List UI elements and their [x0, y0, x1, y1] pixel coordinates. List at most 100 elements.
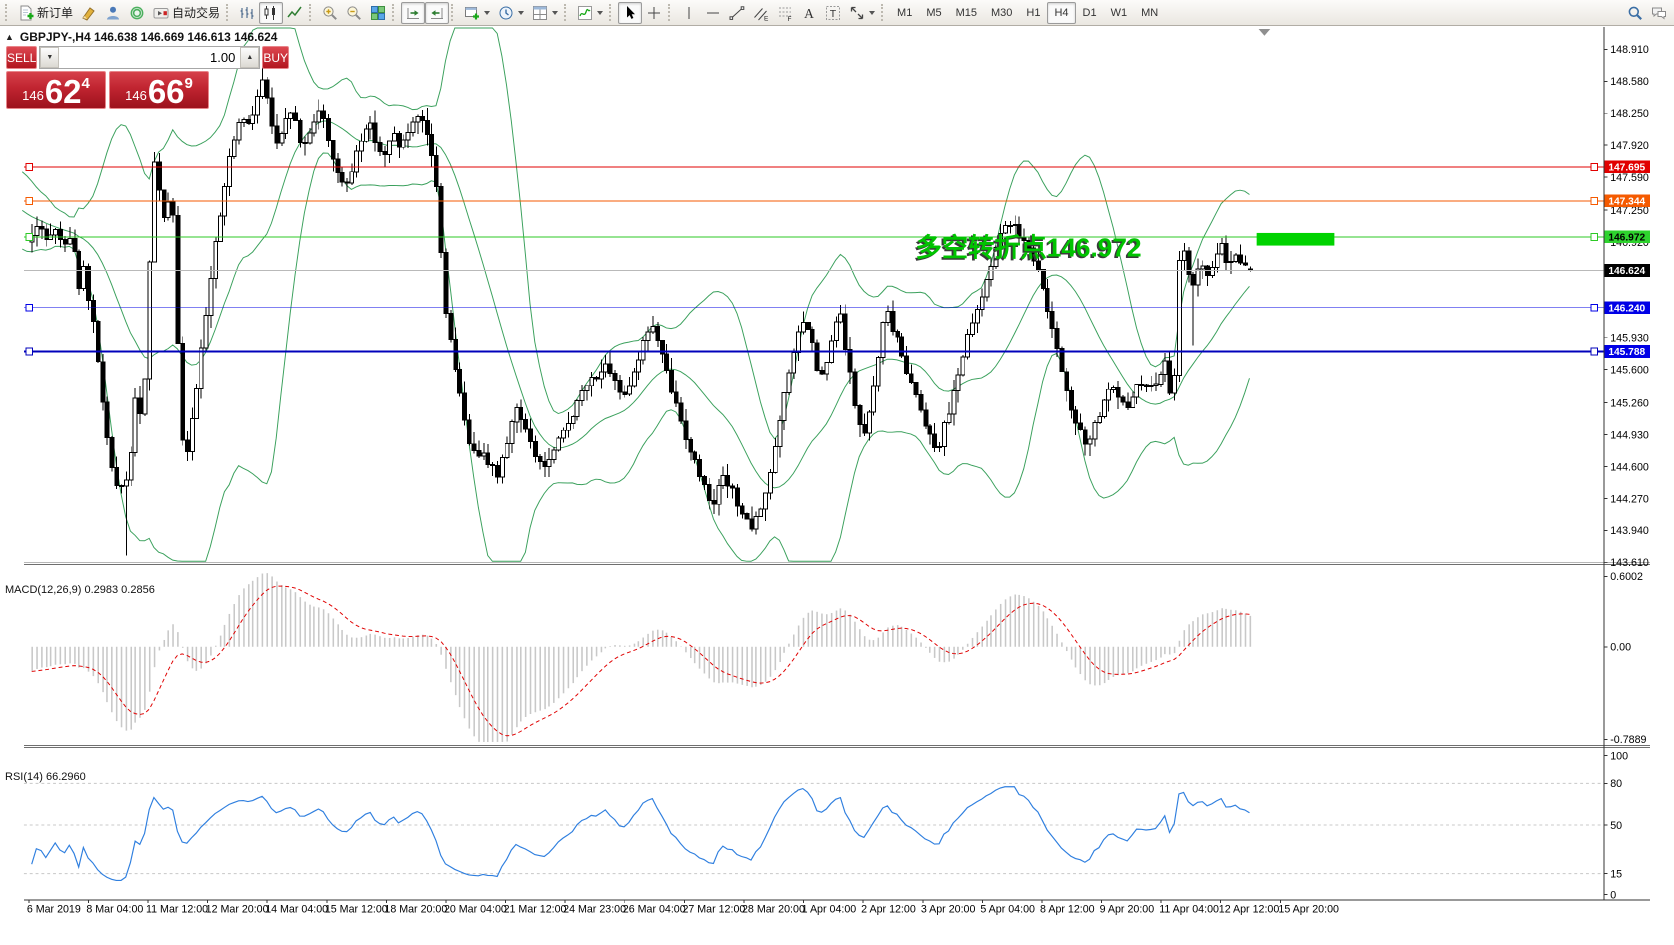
chat-icon: [1652, 7, 1666, 20]
zoom-in-button[interactable]: [318, 2, 342, 24]
hline-147.695[interactable]: [23, 163, 1604, 171]
candles-icon: [264, 5, 276, 20]
toolbar-grip: [451, 4, 456, 21]
equidistant-channel-button[interactable]: E: [749, 2, 773, 24]
timeframe-h1-button[interactable]: H1: [1026, 6, 1041, 19]
zoom-out-button[interactable]: [342, 2, 366, 24]
template-button[interactable]: [528, 2, 562, 24]
highlighter-tool-button[interactable]: [77, 2, 101, 24]
hline-146.972[interactable]: [23, 233, 1604, 241]
annotation-shadow: 多空转折点146.972: [914, 234, 1140, 264]
timeframe-m5-button[interactable]: M5: [926, 6, 942, 19]
bars-icon: [240, 6, 254, 19]
macd-histogram: [31, 573, 1252, 742]
cursor-icon: [627, 5, 636, 19]
cursor-button[interactable]: [618, 1, 643, 24]
timeframe-mn-button[interactable]: MN: [1141, 6, 1159, 19]
buy-button[interactable]: BUY: [262, 46, 290, 69]
buy-price-box[interactable]: 146 66 9: [109, 71, 209, 109]
volume-up-button[interactable]: ▲: [240, 47, 260, 68]
svg-text:50: 50: [1610, 820, 1622, 832]
svg-text:9 Apr 20:00: 9 Apr 20:00: [1100, 903, 1155, 915]
svg-text:F: F: [788, 15, 792, 20]
community-chat-button[interactable]: [1647, 2, 1671, 24]
tile-windows-button[interactable]: [366, 2, 390, 24]
new-order-button-label: 新订单: [37, 6, 74, 20]
period-selector-button[interactable]: [494, 2, 528, 24]
vertical-line-button[interactable]: [677, 2, 701, 24]
chart-shift-button[interactable]: [425, 1, 450, 24]
sell-price-box[interactable]: 146 62 4: [6, 71, 106, 109]
sell-price-point: 4: [81, 75, 90, 92]
price-axis[interactable]: 148.910 148.580 148.250 147.920 147.590 147.2…: [1603, 44, 1649, 901]
svg-text:T: T: [830, 8, 837, 20]
new-chart-icon: [465, 6, 480, 19]
community-profile-button[interactable]: [101, 2, 125, 24]
crosshair-button[interactable]: [642, 2, 666, 24]
svg-text:144.930: 144.930: [1610, 429, 1649, 441]
hline-146.24[interactable]: [23, 303, 1604, 312]
text-label-button[interactable]: T: [821, 2, 845, 24]
toolbar-grip: [309, 4, 314, 21]
hline-147.344[interactable]: [23, 197, 1604, 205]
svg-text:21 Mar 12:00: 21 Mar 12:00: [504, 903, 567, 915]
timeframe-h4-button[interactable]: H4: [1047, 1, 1076, 24]
svg-text:148.910: 148.910: [1610, 44, 1649, 56]
svg-text:8 Apr 12:00: 8 Apr 12:00: [1040, 903, 1095, 915]
svg-text:5 Apr 04:00: 5 Apr 04:00: [980, 903, 1035, 915]
tile2-icon: [533, 5, 548, 20]
news-broadcast-button[interactable]: [125, 2, 149, 24]
hline-icon: [707, 12, 720, 13]
dropdown-caret-icon: [869, 10, 876, 15]
timeframe-m30-button[interactable]: M30: [991, 6, 1013, 19]
highlight-rectangle[interactable]: [1256, 232, 1335, 246]
zoom-in-icon: [323, 5, 337, 20]
svg-text:12 Apr 12:00: 12 Apr 12:00: [1219, 903, 1280, 915]
volume-input[interactable]: [59, 47, 241, 68]
chart-canvas[interactable]: 148.910 148.580 148.250 147.920 147.590 147.2…: [0, 27, 1674, 945]
autotrade-icon: [153, 7, 169, 18]
svg-text:146.240: 146.240: [1608, 303, 1645, 314]
auto-scroll-button[interactable]: [401, 1, 426, 24]
svg-text:11 Apr 04:00: 11 Apr 04:00: [1159, 903, 1219, 915]
line-chart-button[interactable]: [283, 2, 307, 24]
timeframe-m15-button[interactable]: M15: [955, 6, 977, 19]
sell-button[interactable]: SELL: [6, 46, 38, 69]
macd-indicator-label: MACD(12,26,9) 0.2983 0.2856: [5, 584, 155, 596]
new-order-button[interactable]: 新订单: [14, 2, 77, 24]
svg-text:11 Mar 12:00: 11 Mar 12:00: [146, 903, 208, 915]
timeframe-w1-button[interactable]: W1: [1110, 6, 1128, 19]
svg-text:100: 100: [1610, 750, 1628, 762]
annotation-text[interactable]: 多空转折点146.972: [916, 232, 1142, 262]
indicators-button[interactable]: [573, 2, 607, 24]
svg-text:146.972: 146.972: [1608, 233, 1645, 244]
svg-text:147.250: 147.250: [1610, 205, 1649, 217]
macd-signal-line: [31, 585, 1250, 737]
volume-down-button[interactable]: ▼: [40, 47, 60, 68]
chart-shift-marker-icon[interactable]: [1258, 28, 1271, 36]
new-chart-button[interactable]: [460, 2, 494, 24]
text-t-icon: T: [826, 5, 841, 20]
one-click-trading-panel: SELL ▼ ▲ BUY 146 62 4 146 66 9: [6, 46, 290, 109]
bar-chart-button[interactable]: [235, 2, 259, 24]
svg-text:15 Apr 20:00: 15 Apr 20:00: [1278, 903, 1339, 915]
doc-plus-icon: [20, 5, 34, 20]
toolbar-grip: [5, 4, 10, 21]
autotrading-button[interactable]: 自动交易: [149, 2, 224, 24]
timeframe-m1-button[interactable]: M1: [897, 6, 913, 19]
trendline-button[interactable]: [725, 2, 749, 24]
arrows-button[interactable]: [845, 2, 879, 24]
svg-text:143.610: 143.610: [1610, 557, 1649, 569]
timeframe-d1-button[interactable]: D1: [1082, 6, 1097, 19]
search-button[interactable]: [1623, 2, 1647, 24]
candlestick-chart-button[interactable]: [259, 1, 284, 24]
hline-145.788[interactable]: [23, 347, 1604, 356]
symbol-ohlc-header: ▲ GBPJPY-,H4 146.638 146.669 146.613 146…: [5, 30, 277, 44]
text-button[interactable]: A: [797, 2, 821, 24]
collapse-panel-icon[interactable]: ▲: [5, 32, 14, 42]
toolbar-grip: [392, 4, 397, 21]
fibonacci-button[interactable]: F: [773, 2, 797, 24]
horizontal-line-button[interactable]: [701, 2, 725, 24]
toolbar-grip: [668, 4, 673, 21]
